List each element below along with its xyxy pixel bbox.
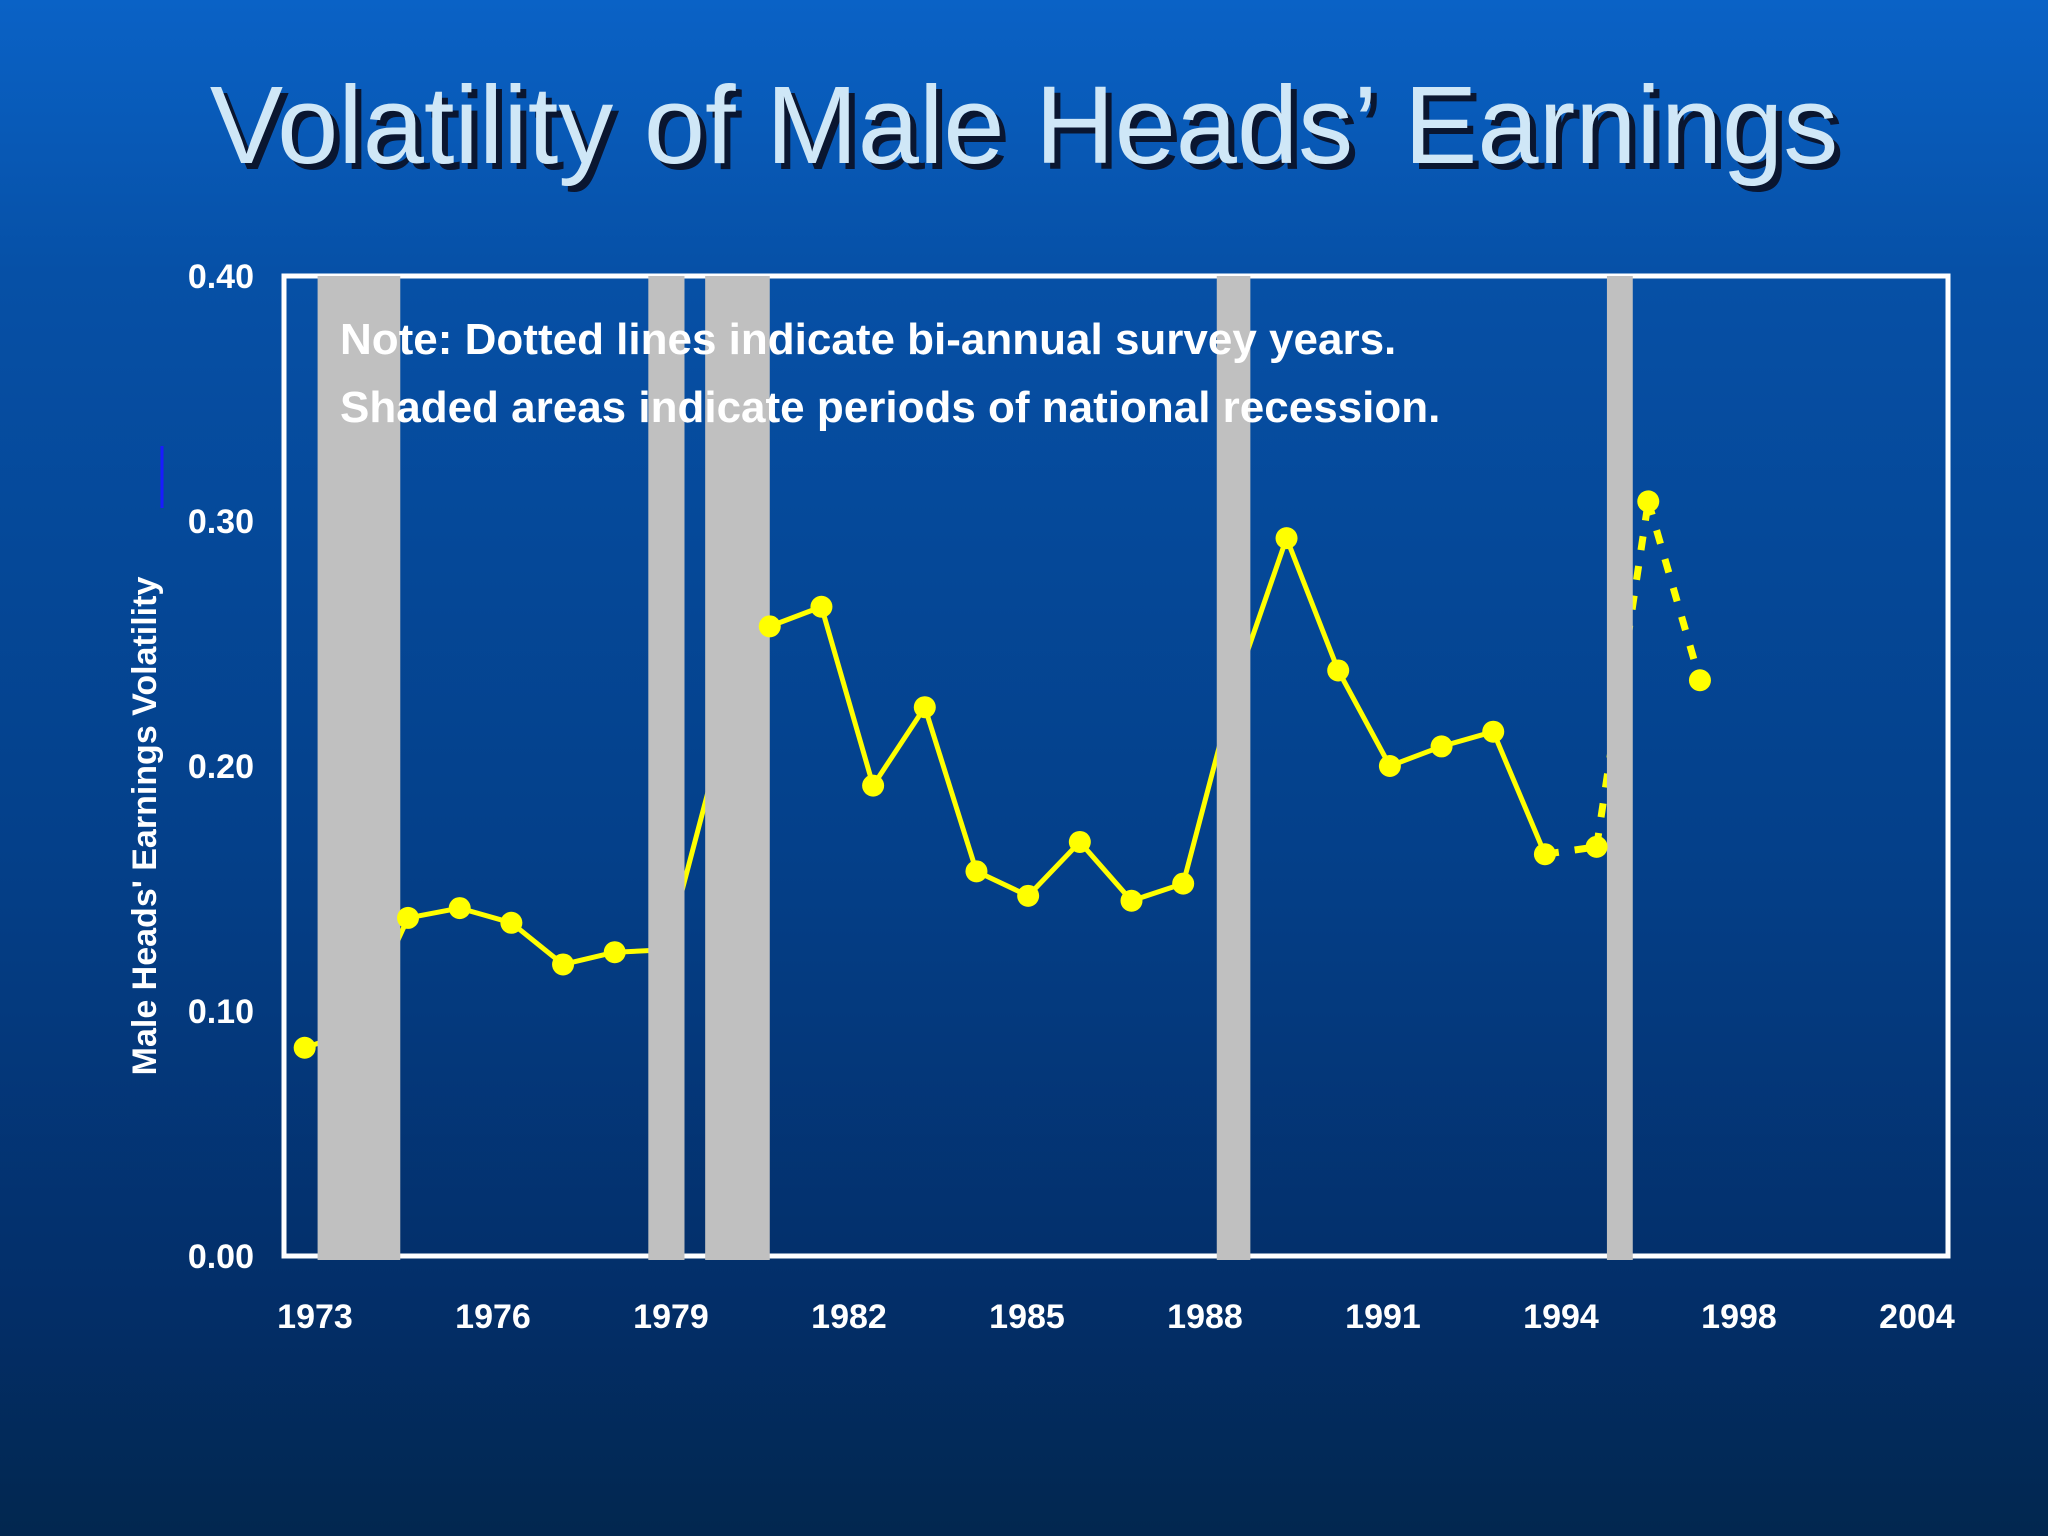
chart-notes: Note: Dotted lines indicate bi-annual su…	[340, 315, 1440, 432]
series-lines	[303, 500, 1704, 1051]
x-tick-label: 1973	[277, 1298, 353, 1336]
y-axis-title: Male Heads' Earnings Volatility	[126, 577, 164, 1076]
recession-band-5	[1606, 276, 1633, 1260]
slide-title: Volatility of Male Heads’ Earnings	[209, 64, 1839, 187]
data-point	[1482, 720, 1505, 743]
data-point	[913, 696, 936, 719]
data-point	[1637, 490, 1660, 513]
data-point	[552, 953, 575, 976]
data-point	[965, 860, 988, 883]
data-point	[500, 911, 523, 934]
x-tick-label: 1994	[1523, 1298, 1599, 1336]
plot-frame	[281, 273, 1951, 1259]
data-point	[1068, 830, 1091, 853]
series-segment	[1284, 537, 1341, 672]
x-tick-label: 1991	[1345, 1298, 1421, 1336]
series-segment	[819, 606, 876, 787]
x-tick-label: 1979	[633, 1298, 709, 1336]
data-point	[1378, 755, 1401, 777]
recession-band-3	[705, 276, 770, 1260]
y-tick-label: 0.10	[188, 993, 254, 1031]
y-axis-ticks: 0.00 0.10 0.20 0.30 0.40	[188, 258, 254, 1276]
data-point	[1430, 735, 1453, 758]
x-tick-label: 1998	[1701, 1298, 1777, 1336]
data-point	[1533, 843, 1556, 866]
recession-band-2	[648, 276, 685, 1260]
x-tick-label: 1976	[455, 1298, 531, 1336]
series-segment	[922, 706, 979, 873]
series-segment	[1644, 500, 1704, 682]
y-tick-label: 0.30	[188, 503, 254, 541]
data-point	[1275, 527, 1298, 550]
data-point	[1017, 884, 1040, 907]
x-tick-label: 1985	[989, 1298, 1065, 1336]
data-point	[758, 615, 781, 638]
series-segment	[1026, 840, 1082, 898]
x-tick-label: 2004	[1879, 1298, 1955, 1336]
series-markers	[293, 490, 1711, 1059]
data-point	[448, 897, 471, 920]
note-line-2: Shaded areas indicate periods of nationa…	[340, 383, 1440, 432]
recession-bands	[317, 276, 1633, 1260]
data-point	[397, 906, 420, 929]
recession-band-4	[1216, 276, 1251, 1260]
y-tick-label: 0.20	[188, 748, 254, 786]
y-tick-label: 0.00	[188, 1238, 254, 1276]
data-point	[1327, 659, 1350, 682]
data-point	[1120, 889, 1143, 912]
data-point	[1172, 872, 1195, 895]
note-line-1: Note: Dotted lines indicate bi-annual su…	[340, 315, 1396, 364]
y-tick-label: 0.40	[188, 258, 254, 296]
x-tick-label: 1988	[1167, 1298, 1243, 1336]
series-segment	[509, 920, 565, 967]
recession-band-1	[317, 276, 401, 1260]
series-segment	[871, 705, 927, 787]
data-point	[603, 941, 626, 964]
data-point	[862, 774, 885, 797]
x-tick-label: 1982	[811, 1298, 887, 1336]
series-segment	[1336, 669, 1393, 768]
data-point	[810, 595, 833, 618]
series-segment	[1490, 730, 1548, 856]
x-axis-ticks: 1973 1976 1979 1982 1985 1988 1991 1994 1998 2004	[277, 1298, 1955, 1336]
data-point	[1585, 835, 1608, 858]
data-point	[1688, 669, 1711, 692]
data-point	[293, 1036, 316, 1059]
series-segment	[1077, 840, 1134, 903]
